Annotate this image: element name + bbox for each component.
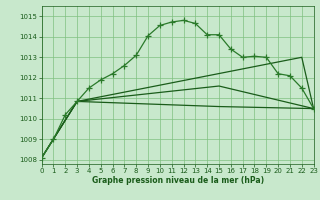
X-axis label: Graphe pression niveau de la mer (hPa): Graphe pression niveau de la mer (hPa)	[92, 176, 264, 185]
